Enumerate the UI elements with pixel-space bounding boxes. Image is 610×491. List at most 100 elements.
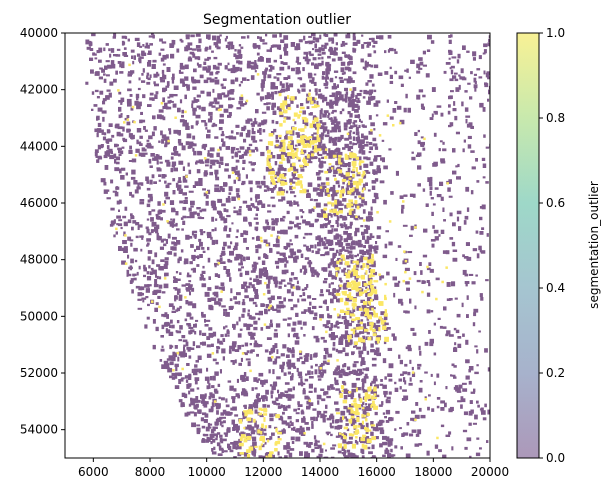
cell-point <box>152 269 157 275</box>
cell-point <box>297 141 301 146</box>
cell-point <box>462 254 465 258</box>
cell-point <box>240 375 243 381</box>
cell-point <box>280 61 284 65</box>
cell-point <box>456 390 462 393</box>
cell-point <box>450 374 453 377</box>
outlier-point <box>307 96 313 101</box>
cell-point <box>188 326 194 329</box>
cell-point <box>201 314 206 318</box>
cell-point <box>184 94 187 100</box>
cell-point <box>191 143 197 147</box>
cell-point <box>166 81 170 86</box>
cell-point <box>387 327 391 330</box>
cell-point <box>251 65 256 70</box>
cell-point <box>173 242 178 246</box>
outlier-point <box>368 429 372 432</box>
cell-point <box>287 364 292 370</box>
cell-point <box>214 136 219 139</box>
cell-point <box>365 367 370 372</box>
cell-point <box>209 115 213 120</box>
cell-point <box>169 93 174 98</box>
cell-point <box>325 69 329 74</box>
cell-point <box>431 243 435 248</box>
cell-point <box>211 203 216 209</box>
cell-point <box>181 392 186 397</box>
cell-point <box>234 66 240 72</box>
cell-point <box>255 394 259 399</box>
cell-point <box>291 374 294 378</box>
cell-point <box>132 273 137 276</box>
cell-point <box>288 255 293 259</box>
cell-point <box>458 226 462 231</box>
cell-point <box>449 298 453 301</box>
cell-point <box>241 103 247 106</box>
cell-point <box>246 433 250 438</box>
cell-point <box>122 137 126 141</box>
cell-point <box>401 204 405 209</box>
cell-point <box>335 408 340 412</box>
cell-point <box>146 139 150 142</box>
cell-point <box>348 76 352 79</box>
cell-point <box>190 205 194 208</box>
cell-point <box>271 102 276 108</box>
cell-point <box>362 125 367 128</box>
cell-point <box>323 391 327 396</box>
cell-point <box>273 276 278 282</box>
outlier-point <box>260 443 263 446</box>
cell-point <box>264 121 267 125</box>
outlier-point <box>366 265 370 269</box>
cell-point <box>311 40 315 43</box>
cell-point <box>323 339 327 343</box>
cell-point <box>440 229 445 234</box>
cell-point <box>261 86 264 92</box>
cell-point <box>374 250 378 254</box>
cell-point <box>241 180 246 185</box>
cell-point <box>267 210 272 213</box>
cell-point <box>351 90 355 96</box>
cell-point <box>444 402 447 408</box>
outlier-point <box>346 307 350 311</box>
cell-point <box>245 119 250 124</box>
cell-point <box>377 72 383 76</box>
cell-point <box>175 222 178 226</box>
cell-point <box>312 298 317 300</box>
cell-point <box>282 406 286 410</box>
cell-point <box>422 254 428 258</box>
cell-point <box>111 63 116 69</box>
cell-point <box>289 185 293 191</box>
cell-point <box>120 97 125 102</box>
cell-point <box>208 111 213 116</box>
outlier-point <box>353 264 357 269</box>
cell-point <box>243 392 249 397</box>
cell-point <box>156 114 162 119</box>
outlier-point <box>166 220 169 223</box>
cell-point <box>251 237 255 240</box>
cell-point <box>405 453 411 458</box>
cell-point <box>339 417 343 423</box>
cell-point <box>170 53 175 59</box>
cell-point <box>274 343 278 349</box>
cell-point <box>340 173 344 178</box>
cell-point <box>204 318 206 323</box>
cell-point <box>128 149 133 154</box>
cell-point <box>464 215 469 220</box>
cell-point <box>387 35 392 39</box>
cell-point <box>124 206 128 211</box>
cell-point <box>337 184 341 188</box>
cell-point <box>221 131 224 135</box>
cell-point <box>166 251 169 255</box>
cell-point <box>184 64 189 70</box>
cell-point <box>244 295 249 299</box>
cell-point <box>208 426 212 429</box>
cell-point <box>197 216 202 219</box>
cell-point <box>172 219 175 223</box>
cell-point <box>263 379 268 384</box>
cell-point <box>300 215 303 219</box>
cell-point <box>321 362 325 366</box>
cell-point <box>287 333 290 338</box>
cell-point <box>328 291 332 296</box>
outlier-point <box>384 337 389 342</box>
cell-point <box>128 133 133 138</box>
cell-point <box>333 296 338 300</box>
cell-point <box>230 288 233 294</box>
